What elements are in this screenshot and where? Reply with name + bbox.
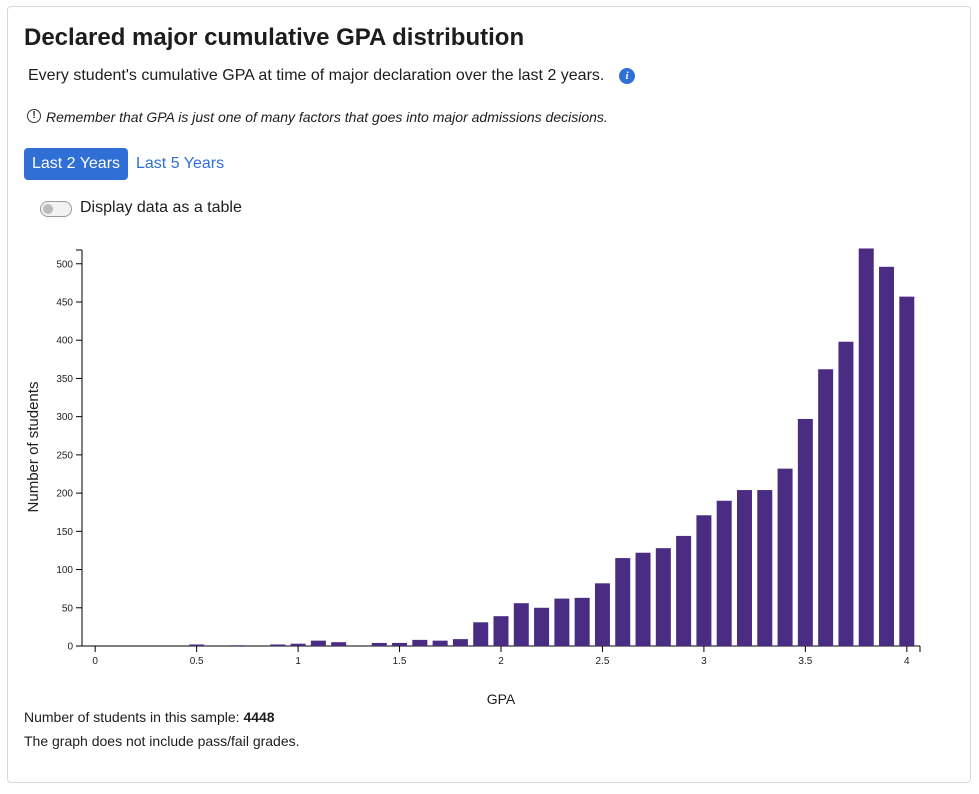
bar <box>310 640 326 646</box>
x-tick-label: 0 <box>92 656 98 667</box>
bar <box>899 296 915 646</box>
y-tick-label: 200 <box>56 489 73 500</box>
y-tick-label: 400 <box>56 336 73 347</box>
bar <box>858 248 874 646</box>
subtitle: Every student's cumulative GPA at time o… <box>28 67 605 84</box>
toggle-knob <box>43 204 53 214</box>
y-tick-label: 300 <box>56 412 73 423</box>
bar <box>189 644 205 646</box>
bar <box>594 583 610 646</box>
bar <box>432 640 448 646</box>
footer-note: The graph does not include pass/fail gra… <box>24 733 300 749</box>
bar <box>615 558 631 646</box>
x-tick-label: 1 <box>295 656 301 667</box>
y-tick-label: 0 <box>67 642 73 653</box>
bar <box>473 622 489 646</box>
bar <box>696 515 712 646</box>
y-tick-label: 500 <box>56 259 73 270</box>
sample-value: 4448 <box>243 709 275 725</box>
bar <box>676 535 692 646</box>
bar <box>229 645 245 646</box>
sample-line: Number of students in this sample: 4448 <box>24 709 275 725</box>
bar <box>797 418 813 646</box>
y-tick-label: 100 <box>56 565 73 576</box>
bar <box>635 552 651 646</box>
x-tick-label: 3.5 <box>798 656 812 667</box>
bar <box>493 616 509 646</box>
bar <box>270 644 286 646</box>
y-tick-label: 50 <box>62 603 74 614</box>
x-tick-label: 3 <box>701 656 707 667</box>
x-tick-label: 4 <box>904 656 910 667</box>
bar <box>655 548 671 646</box>
bar <box>452 639 468 646</box>
tab-button[interactable]: Last 2 Years <box>24 148 128 180</box>
y-axis-title: Number of students <box>25 382 42 513</box>
y-tick-label: 350 <box>56 374 73 385</box>
y-tick-label: 450 <box>56 297 73 308</box>
x-tick-label: 2 <box>498 656 504 667</box>
x-axis-title: GPA <box>487 691 516 707</box>
bar <box>331 642 347 646</box>
y-tick-label: 150 <box>56 527 73 538</box>
chart: 0 50 100 150 200 250 300 350 400 450 500 0 0.5 1 1.5 2 2… <box>25 248 921 707</box>
card <box>7 6 971 783</box>
bar <box>371 642 387 646</box>
bar <box>838 341 854 646</box>
bar <box>574 597 590 646</box>
bar <box>818 369 834 646</box>
notice: Remember that GPA is just one of many fa… <box>46 109 608 125</box>
tab-link[interactable]: Last 5 Years <box>136 155 225 172</box>
info-icon[interactable]: i <box>619 68 635 84</box>
bar <box>513 603 529 646</box>
bar <box>290 643 306 646</box>
x-tick-label: 0.5 <box>190 656 204 667</box>
bar <box>716 500 732 646</box>
bar <box>879 266 895 646</box>
sample-label: Number of students in this sample: <box>24 709 240 725</box>
bar <box>757 490 773 646</box>
bar <box>392 642 408 646</box>
y-tick-label: 250 <box>56 450 73 461</box>
bar <box>534 607 550 646</box>
notice-icon: ! <box>27 109 41 123</box>
title: Declared major cumulative GPA distributi… <box>24 24 525 51</box>
bar <box>777 468 793 646</box>
x-tick-label: 2.5 <box>595 656 609 667</box>
x-tick-label: 1.5 <box>393 656 407 667</box>
bar <box>736 490 752 646</box>
bar <box>554 598 570 646</box>
bar <box>412 639 428 646</box>
toggle-label: Display data as a table <box>80 199 242 216</box>
